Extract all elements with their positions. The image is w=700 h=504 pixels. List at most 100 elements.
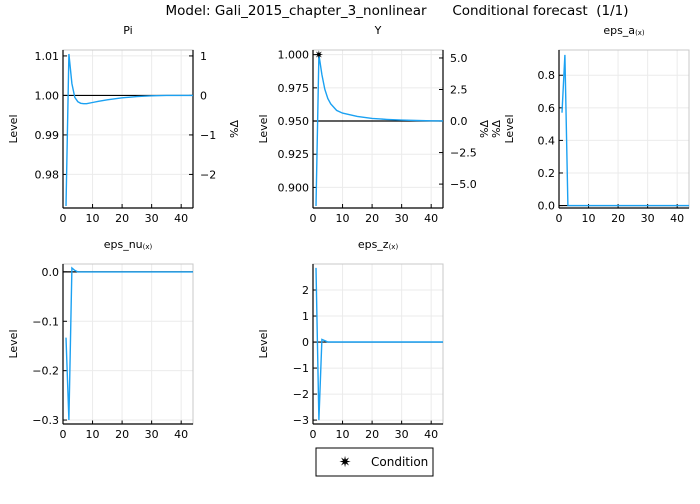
x-tick-label: 20 xyxy=(611,212,625,225)
legend-label: Condition xyxy=(371,455,428,469)
x-tick-label: 40 xyxy=(174,212,188,225)
y2-tick-label: −1 xyxy=(200,129,216,142)
forecast-series-line xyxy=(315,54,444,207)
y-tick-label: 0.99 xyxy=(35,129,60,142)
y-tick-label: −3 xyxy=(293,414,309,427)
y-tick-label: 1 xyxy=(302,310,309,323)
y-tick-label: 0.0 xyxy=(42,266,60,279)
y-tick-label: −1 xyxy=(293,362,309,375)
x-tick-label: 20 xyxy=(365,212,379,225)
plot-frame xyxy=(62,49,194,209)
y2-tick-label: 2.5 xyxy=(450,84,468,97)
plot-frame xyxy=(62,263,194,425)
y2-tick-label: 5.0 xyxy=(450,52,468,65)
forecast-series-line xyxy=(315,267,443,421)
x-tick-label: 20 xyxy=(115,212,129,225)
y-tick-label: 0.900 xyxy=(278,181,310,194)
y-tick-label: 0.6 xyxy=(538,102,556,115)
y-tick-label: −2 xyxy=(293,388,309,401)
panel-title: Pi xyxy=(123,24,132,37)
y-tick-label: 0.975 xyxy=(278,82,310,95)
y-tick-label: 1.01 xyxy=(35,50,60,63)
panel-title: Y xyxy=(374,24,382,37)
y-tick-label: 0.0 xyxy=(538,200,556,213)
x-tick-label: 40 xyxy=(174,428,188,441)
panel-y: Y 0 10 20 30 40 1.000 0.975 0.950 0.925 0.900 5.0 2.… xyxy=(257,24,491,225)
y-axis-label: Level xyxy=(7,114,20,143)
y-axis-label: Level xyxy=(7,329,20,358)
panel-title-text: eps_a xyxy=(603,24,635,37)
legend-star-icon: ✷ xyxy=(339,453,352,471)
x-tick-label: 0 xyxy=(60,212,67,225)
y-axis-label: Level xyxy=(503,114,516,143)
y-tick-label: 1.000 xyxy=(278,49,310,62)
plot-frame xyxy=(558,49,690,209)
x-tick-label: 0 xyxy=(556,212,563,225)
y-tick-label: 0.8 xyxy=(538,69,556,82)
panel-title-text: Pi xyxy=(123,24,132,37)
x-tick-label: 40 xyxy=(670,212,684,225)
panel-title-text: eps_z xyxy=(358,238,389,251)
figure-title: Model: Gali_2015_chapter_3_nonlinear Con… xyxy=(165,3,628,19)
forecast-series-line xyxy=(65,266,193,421)
panel-eps-a: eps_a(x) 0 10 20 30 40 0.8 0.6 0.4 0.2 0.0 Level%Δ xyxy=(490,24,690,225)
y-tick-label: 2 xyxy=(302,284,309,297)
y2-axis-label: %Δ xyxy=(478,120,491,138)
y-tick-label: 0.925 xyxy=(278,148,310,161)
panel-title: eps_nu(x) xyxy=(104,238,153,251)
y2-tick-label: −2 xyxy=(200,168,216,181)
legend-box xyxy=(315,447,434,477)
y2-axis-label: %Δ xyxy=(228,120,241,138)
y-tick-label: 0.98 xyxy=(35,168,60,181)
x-tick-label: 30 xyxy=(641,212,655,225)
y-tick-label: −0.3 xyxy=(32,414,59,427)
panel-title: eps_a(x) xyxy=(603,24,645,37)
y-tick-label: 0.4 xyxy=(538,134,556,147)
panel-title-text: Y xyxy=(374,24,382,37)
y-tick-label: 1.00 xyxy=(35,89,60,102)
y-axis-label: Level xyxy=(257,329,270,358)
y2-tick-label: 1 xyxy=(200,50,207,63)
forecast-series-line xyxy=(65,53,193,207)
x-tick-label: 10 xyxy=(86,428,100,441)
y-tick-label: 0 xyxy=(302,336,309,349)
x-tick-label: 10 xyxy=(336,428,350,441)
panel-eps-nu: eps_nu(x) 0 10 20 30 40 0.0 −0.1 −0.2 −0.3 Level xyxy=(7,238,194,441)
x-tick-label: 0 xyxy=(60,428,67,441)
legend: ✷ Condition xyxy=(315,447,434,477)
x-tick-label: 30 xyxy=(145,428,159,441)
panel-title-subscript: (x) xyxy=(635,29,645,37)
x-tick-label: 10 xyxy=(86,212,100,225)
plot-frame xyxy=(312,49,444,209)
y-tick-label: 0.2 xyxy=(538,167,556,180)
condition-star-marker: ✷ xyxy=(314,49,323,62)
panel-title-text: eps_nu xyxy=(104,238,143,251)
panel-title: eps_z(x) xyxy=(358,238,399,251)
x-tick-label: 30 xyxy=(395,212,409,225)
x-tick-label: 30 xyxy=(395,428,409,441)
y2-tick-label: −2.5 xyxy=(450,147,477,160)
panel-title-subscript: (x) xyxy=(389,243,399,251)
y2-tick-label: −5.0 xyxy=(450,178,477,191)
x-tick-label: 30 xyxy=(145,212,159,225)
x-tick-label: 20 xyxy=(365,428,379,441)
y-tick-label: 0.950 xyxy=(278,115,310,128)
forecast-series-line xyxy=(561,54,689,207)
x-tick-label: 40 xyxy=(424,212,438,225)
x-tick-label: 0 xyxy=(310,212,317,225)
panel-title-subscript: (x) xyxy=(143,243,153,251)
y2-tick-label: 0 xyxy=(200,89,207,102)
x-tick-label: 10 xyxy=(582,212,596,225)
y-tick-label: −0.2 xyxy=(32,365,59,378)
plot-frame xyxy=(312,263,444,425)
x-tick-label: 40 xyxy=(424,428,438,441)
y2-tick-label: 0.0 xyxy=(450,115,468,128)
x-tick-label: 10 xyxy=(336,212,350,225)
x-tick-label: 20 xyxy=(115,428,129,441)
x-tick-label: 0 xyxy=(310,428,317,441)
y-tick-label: −0.1 xyxy=(32,315,59,328)
y-axis-label: Level xyxy=(257,114,270,143)
